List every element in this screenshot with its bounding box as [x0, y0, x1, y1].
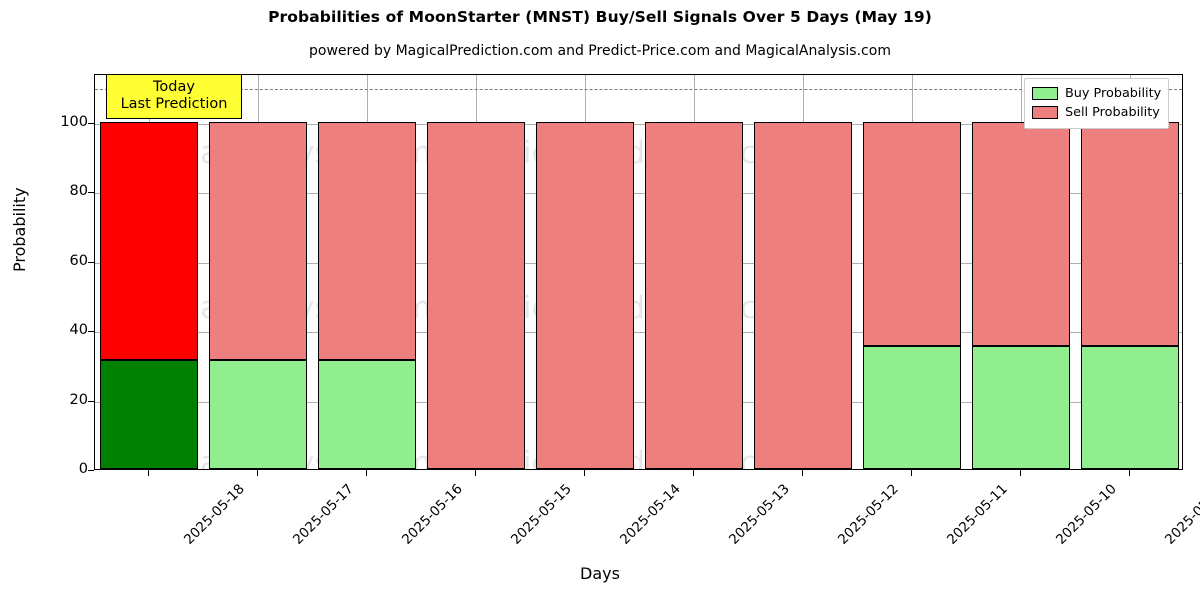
bar-segment-sell[interactable] [427, 121, 526, 469]
y-axis-tick-label: 0 [78, 461, 88, 477]
y-axis-tick-label: 100 [60, 113, 88, 130]
legend-label-sell: Sell Probability [1065, 105, 1160, 120]
bar-segment-buy[interactable] [100, 359, 199, 469]
chart-subtitle: powered by MagicalPrediction.com and Pre… [309, 43, 891, 59]
x-axis-tick-label: 2025-05-14 [617, 481, 684, 548]
x-axis-tick-mark [910, 470, 912, 476]
x-axis-tick-label: 2025-05-16 [399, 481, 467, 548]
bar-group[interactable] [427, 75, 526, 469]
x-axis-tick-label: 2025-05-13 [725, 481, 793, 548]
legend-label-buy: Buy Probability [1065, 86, 1162, 101]
chart-title: Probabilities of MoonStarter (MNST) Buy/… [268, 8, 932, 26]
plot-area: MagicalAnalysis.comMagicalPrediction.com… [94, 74, 1183, 470]
bar-segment-sell[interactable] [318, 121, 417, 360]
x-axis-tick-mark [148, 470, 150, 476]
y-axis-tick-label: 40 [69, 322, 88, 339]
y-axis-tick-label: 80 [69, 183, 88, 200]
y-axis-tick-label: 60 [69, 252, 88, 269]
y-axis-tick-mark [88, 261, 94, 263]
bar-segment-buy[interactable] [971, 345, 1070, 469]
annotation-line-last-prediction: Last Prediction [120, 96, 228, 113]
bar-segment-sell[interactable] [100, 121, 199, 360]
annotation-line-today: Today [153, 79, 195, 95]
bar-group[interactable] [644, 75, 743, 469]
y-axis-tick-label: 20 [69, 391, 88, 408]
bar-segment-sell[interactable] [971, 121, 1070, 346]
bar-segment-sell[interactable] [536, 121, 635, 469]
x-axis-tick-label: 2025-05-10 [1052, 481, 1120, 548]
bar-segment-buy[interactable] [209, 359, 308, 469]
gridline-horizontal [95, 262, 1182, 264]
legend-swatch-buy [1032, 87, 1058, 100]
gridline-horizontal [95, 332, 1182, 334]
x-axis-tick-label: 2025-05-15 [508, 481, 575, 548]
x-axis-tick-mark [1019, 470, 1021, 476]
x-axis-tick-label: 2025-05-11 [943, 481, 1011, 548]
x-axis-tick-label: 2025-05-09 [1161, 481, 1200, 548]
legend-swatch-sell [1032, 106, 1058, 119]
x-axis-tick-mark [584, 470, 586, 476]
gridline-horizontal [95, 401, 1182, 403]
legend-item-buy[interactable]: Buy Probability [1032, 84, 1161, 103]
y-axis-tick-mark [88, 192, 94, 194]
bar-group[interactable] [536, 75, 635, 469]
x-axis-tick-label: 2025-05-18 [181, 481, 249, 548]
x-axis-tick-mark [692, 470, 694, 476]
x-axis-tick-mark [475, 470, 477, 476]
y-axis-label: Probability [10, 187, 29, 272]
gridline-horizontal [95, 193, 1182, 195]
bar-segment-sell[interactable] [209, 121, 308, 360]
bar-segment-buy[interactable] [1080, 345, 1179, 469]
bar-group[interactable] [753, 75, 852, 469]
today-last-prediction-annotation: Today Last Prediction [106, 74, 242, 120]
bar-segment-buy[interactable] [862, 345, 961, 469]
x-axis-tick-mark [257, 470, 259, 476]
bar-group[interactable] [862, 75, 961, 469]
bar-segment-sell[interactable] [1080, 121, 1179, 346]
bar-segment-sell[interactable] [753, 121, 852, 469]
bar-group[interactable] [209, 75, 308, 469]
bar-group[interactable] [971, 75, 1070, 469]
x-axis-tick-mark [801, 470, 803, 476]
legend-item-sell[interactable]: Sell Probability [1032, 103, 1161, 122]
bar-group[interactable] [100, 75, 199, 469]
y-axis-tick-mark [88, 331, 94, 333]
bar-segment-buy[interactable] [318, 359, 417, 469]
bar-segment-sell[interactable] [644, 121, 743, 469]
x-axis-tick-mark [1128, 470, 1130, 476]
y-axis-tick-mark [88, 122, 94, 124]
y-axis-tick-mark [88, 470, 94, 471]
gridline-horizontal [95, 123, 1182, 125]
bar-group[interactable] [1080, 75, 1179, 469]
y-axis-tick-mark [88, 400, 94, 402]
bar-group[interactable] [318, 75, 417, 469]
chart-legend: Buy Probability Sell Probability [1024, 78, 1170, 129]
bar-segment-sell[interactable] [862, 121, 961, 346]
x-axis-tick-label: 2025-05-12 [834, 481, 902, 548]
x-axis-tick-mark [366, 470, 368, 476]
x-axis-label: Days [580, 564, 620, 583]
threshold-dashed-line [95, 88, 1182, 90]
x-axis-tick-label: 2025-05-17 [290, 481, 358, 548]
